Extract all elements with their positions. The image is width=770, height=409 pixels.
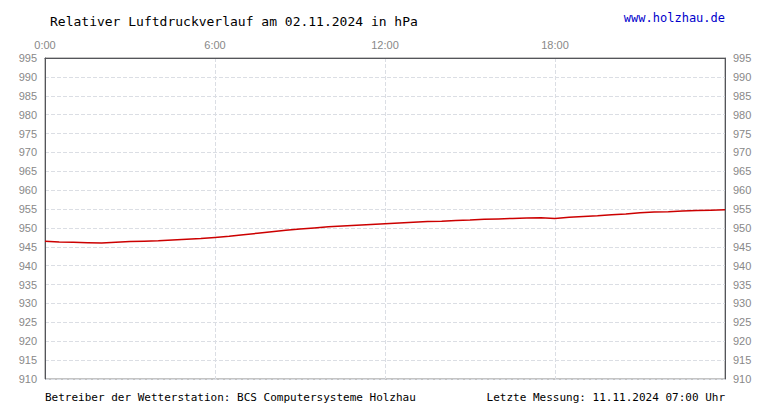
svg-text:915: 915 [733, 354, 751, 366]
svg-text:965: 965 [733, 165, 751, 177]
svg-text:920: 920 [19, 335, 37, 347]
svg-text:950: 950 [19, 222, 37, 234]
svg-text:970: 970 [733, 146, 751, 158]
svg-text:945: 945 [19, 241, 37, 253]
svg-text:975: 975 [19, 128, 37, 140]
svg-text:995: 995 [733, 52, 751, 64]
svg-text:955: 955 [733, 203, 751, 215]
svg-text:960: 960 [733, 184, 751, 196]
svg-text:985: 985 [733, 90, 751, 102]
svg-text:930: 930 [733, 297, 751, 309]
svg-text:Letzte Messung: 11.11.2024 07:: Letzte Messung: 11.11.2024 07:00 Uhr [487, 391, 726, 404]
svg-text:985: 985 [19, 90, 37, 102]
svg-text:935: 935 [733, 279, 751, 291]
svg-text:www.holzhau.de: www.holzhau.de [624, 11, 725, 25]
svg-text:0:00: 0:00 [34, 39, 55, 51]
svg-text:945: 945 [733, 241, 751, 253]
svg-text:990: 990 [19, 71, 37, 83]
svg-text:910: 910 [733, 373, 751, 385]
svg-text:920: 920 [733, 335, 751, 347]
svg-text:Betreiber der Wetterstation: B: Betreiber der Wetterstation: BCS Compute… [45, 391, 416, 404]
svg-text:940: 940 [733, 260, 751, 272]
svg-text:975: 975 [733, 128, 751, 140]
svg-text:990: 990 [733, 71, 751, 83]
svg-text:930: 930 [19, 297, 37, 309]
svg-text:980: 980 [733, 109, 751, 121]
svg-text:18:00: 18:00 [541, 39, 569, 51]
svg-text:995: 995 [19, 52, 37, 64]
svg-text:940: 940 [19, 260, 37, 272]
svg-text:980: 980 [19, 109, 37, 121]
svg-text:12:00: 12:00 [371, 39, 399, 51]
svg-text:965: 965 [19, 165, 37, 177]
svg-text:955: 955 [19, 203, 37, 215]
svg-text:6:00: 6:00 [204, 39, 225, 51]
svg-text:910: 910 [19, 373, 37, 385]
svg-text:915: 915 [19, 354, 37, 366]
svg-text:950: 950 [733, 222, 751, 234]
svg-text:925: 925 [19, 316, 37, 328]
svg-text:935: 935 [19, 279, 37, 291]
svg-text:925: 925 [733, 316, 751, 328]
svg-text:960: 960 [19, 184, 37, 196]
svg-text:Relativer Luftdruckverlauf am: Relativer Luftdruckverlauf am 02.11.2024… [50, 14, 418, 29]
svg-text:970: 970 [19, 146, 37, 158]
